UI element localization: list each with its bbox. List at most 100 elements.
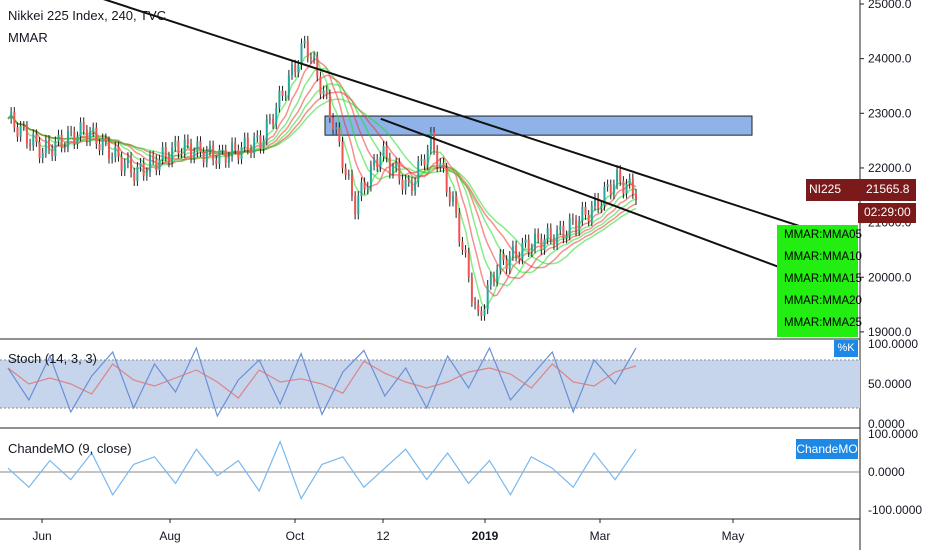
candle-body <box>474 301 477 305</box>
candle-body <box>395 162 398 168</box>
candle-body <box>398 162 401 180</box>
price-tick-label: 20000.0 <box>868 270 912 284</box>
candle-body <box>338 127 341 142</box>
candle-body <box>458 213 461 242</box>
candle-body <box>464 249 467 253</box>
candle-body <box>616 170 619 185</box>
resistance-zone <box>324 115 753 136</box>
candle-body <box>511 245 514 256</box>
candle-body <box>234 142 237 150</box>
candle-body <box>635 193 637 200</box>
candle-body <box>524 239 527 243</box>
candle-body <box>205 150 208 163</box>
candle-body <box>609 184 612 195</box>
x-tick-label: Jun <box>32 529 51 543</box>
candle-body <box>451 196 454 202</box>
candle-body <box>149 155 152 173</box>
candle-body <box>111 157 114 159</box>
candle-body <box>183 139 186 154</box>
candle-body <box>590 205 593 222</box>
candle-body <box>265 119 268 141</box>
price-value-tag <box>858 179 916 201</box>
candle-body <box>66 130 69 148</box>
candle-body <box>133 172 136 182</box>
candle-body <box>291 64 294 75</box>
candle-body <box>518 256 521 260</box>
candle-body <box>231 142 234 157</box>
candle-body <box>332 117 335 130</box>
candle-body <box>171 146 174 163</box>
cmo-tick-label: -100.0000 <box>868 503 922 517</box>
candle-body <box>423 159 426 166</box>
candle-body <box>199 141 202 153</box>
candle-body <box>294 64 297 73</box>
mmar-legend: MMAR:MMA05 MMAR:MMA10 MMAR:MMA15 MMAR:MM… <box>777 225 862 337</box>
price-tick-label: 24000.0 <box>868 52 912 66</box>
candle-body <box>249 149 252 154</box>
candle-body <box>246 137 249 150</box>
candle-body <box>505 260 508 270</box>
candle-body <box>420 159 423 161</box>
price-tag <box>806 179 862 201</box>
candle-body <box>376 158 379 168</box>
candle-body <box>136 166 139 182</box>
countdown-tag <box>858 203 916 223</box>
x-tick-label: Aug <box>159 529 180 543</box>
candle-body <box>581 206 584 221</box>
candle-body <box>272 118 275 125</box>
candle-body <box>587 214 590 222</box>
legend-item-mma15: MMAR:MMA15 <box>784 273 862 285</box>
candle-body <box>155 159 158 171</box>
candle-body <box>190 143 193 159</box>
price-tick-label: 19000.0 <box>868 325 912 339</box>
stoch-tick-label: 100.0000 <box>868 337 918 351</box>
candle-body <box>29 143 32 146</box>
candle-body <box>152 155 155 160</box>
indicator-label: MMAR <box>8 30 48 45</box>
candle-body <box>79 122 82 137</box>
candle-body <box>565 235 568 239</box>
candle-body <box>180 153 183 155</box>
candle-body <box>313 56 316 59</box>
candle-body <box>300 43 303 65</box>
candle-body <box>489 276 492 285</box>
candle-body <box>82 122 85 130</box>
candle-body <box>98 144 101 151</box>
candle-body <box>161 147 164 160</box>
candle-body <box>186 139 189 144</box>
candle-body <box>461 241 464 250</box>
candle-body <box>25 125 28 144</box>
legend-item-mma25: MMAR:MMA25 <box>784 317 862 329</box>
candle-body <box>575 219 578 232</box>
candle-body <box>369 165 372 187</box>
candle-body <box>139 162 142 167</box>
candle-body <box>404 179 407 190</box>
candle-body <box>57 134 60 142</box>
candle-body <box>433 131 436 150</box>
candle-body <box>597 197 600 209</box>
candle-body <box>16 127 19 137</box>
candle-body <box>442 162 445 168</box>
candle-body <box>417 160 420 183</box>
candle-body <box>521 242 524 260</box>
candle-body <box>350 174 353 197</box>
candle-body <box>568 218 571 236</box>
candle-body <box>309 57 312 59</box>
candle-body <box>306 40 309 58</box>
candle-body <box>221 149 224 151</box>
candle-body <box>622 181 625 194</box>
candle-body <box>357 196 360 215</box>
candle-body <box>38 141 41 159</box>
candle-body <box>92 127 95 132</box>
candle-body <box>556 230 559 246</box>
candle-body <box>278 90 281 108</box>
cmo-badge: ChandeMO <box>796 439 858 459</box>
cmo-label: ChandeMO (9, close) <box>8 441 132 456</box>
candle-body <box>208 145 211 151</box>
candle-body <box>22 125 25 127</box>
candle-body <box>224 149 227 163</box>
candle-body <box>256 135 259 138</box>
candle-body <box>445 167 448 192</box>
